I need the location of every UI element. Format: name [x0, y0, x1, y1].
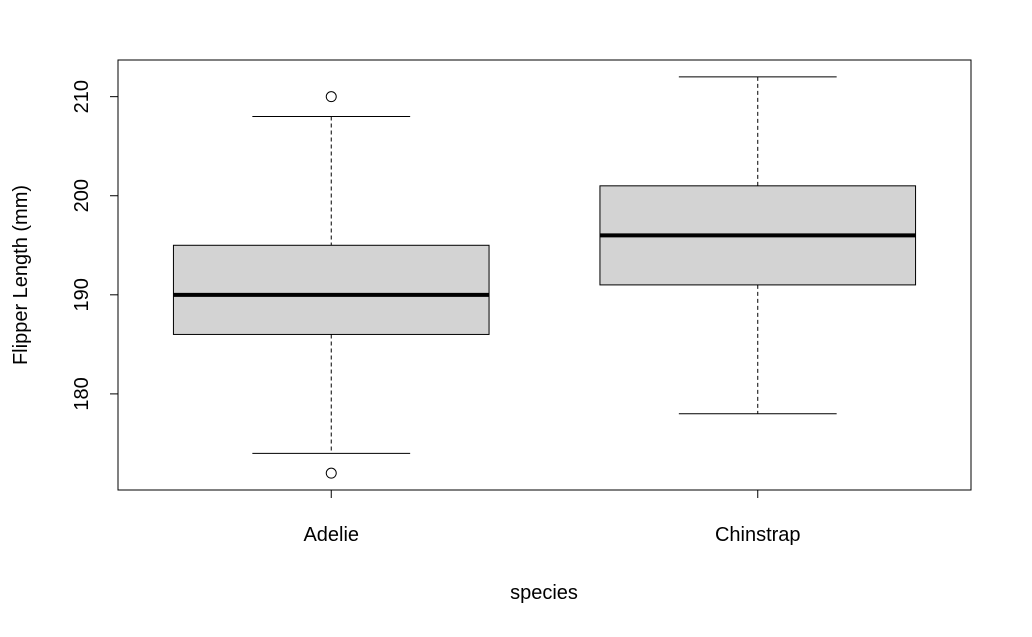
y-axis: 180 190 200 210: [71, 80, 118, 411]
x-axis-label: species: [510, 582, 578, 604]
x-tick-label: Chinstrap: [715, 524, 801, 546]
y-tick-label: 200: [71, 179, 93, 212]
y-tick-label: 210: [71, 80, 93, 113]
iqr-box: [172, 244, 490, 335]
y-tick-label: 190: [71, 278, 93, 311]
x-tick-label: Adelie: [303, 524, 359, 546]
outlier-point: [325, 91, 337, 103]
y-tick-label: 180: [71, 377, 93, 410]
x-axis: Adelie Chinstrap: [303, 490, 801, 546]
y-axis-label: Flipper Length (mm): [10, 185, 32, 365]
boxes: [172, 76, 917, 479]
plot-frame: [117, 59, 972, 491]
box-adelie: [172, 91, 490, 479]
box-chinstrap: [599, 76, 917, 415]
outlier-point: [325, 467, 337, 479]
